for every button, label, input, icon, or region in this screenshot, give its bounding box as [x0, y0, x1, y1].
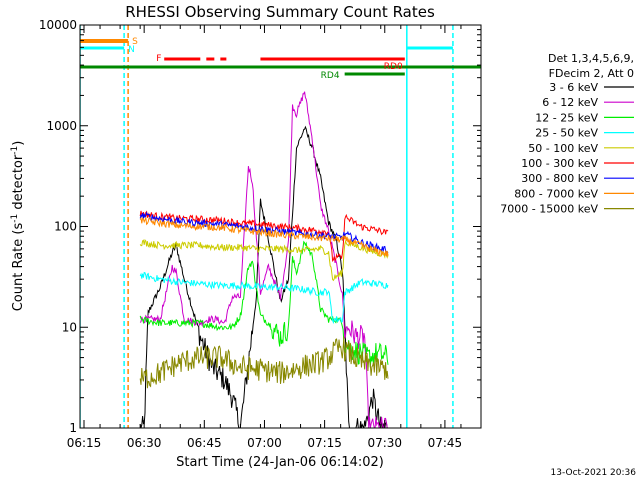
y-axis-label: Count Rate (s-1 detector-1): [10, 141, 26, 312]
y-axis-label-sup: -1: [10, 214, 20, 223]
y-tick-label: 1000: [46, 119, 77, 133]
y-tick-label: 1: [69, 421, 77, 435]
x-tick-label: 06:45: [187, 436, 222, 450]
legend-label: 300 - 800 keV: [521, 172, 598, 185]
series-line: [139, 271, 389, 325]
y-axis-label-main: Count Rate (s: [11, 223, 26, 312]
legend-label: 50 - 100 keV: [528, 142, 598, 155]
series-line: [139, 336, 389, 389]
footer-timestamp: 13-Oct-2021 20:36: [551, 468, 637, 478]
flag-bars: [80, 39, 481, 76]
x-tick-label: 07:15: [307, 436, 342, 450]
series-line: [139, 91, 389, 428]
series-line: [139, 238, 389, 282]
y-tick-label: 10000: [39, 18, 77, 32]
legend-label: 6 - 12 keV: [542, 96, 598, 109]
y-tick-label: 100: [54, 220, 77, 234]
legend-header-line-2: FDecim 2, Att 0: [549, 67, 634, 80]
y-axis-label-sup2: -1: [10, 146, 20, 155]
x-tick-label: 06:30: [127, 436, 162, 450]
chart-title: RHESSI Observing Summary Count Rates: [125, 3, 435, 21]
legend-label: 12 - 25 keV: [535, 111, 598, 124]
flag-label-rd0: RD0: [384, 62, 403, 72]
flag-label-n: N: [128, 45, 135, 55]
x-tick-label: 07:00: [247, 436, 282, 450]
y-axis-label-tail: detector: [11, 154, 26, 214]
x-tick-label: 07:30: [367, 436, 402, 450]
legend-label: 100 - 300 keV: [521, 157, 598, 170]
series-line: [139, 125, 388, 428]
legend-label: 800 - 7000 keV: [514, 187, 598, 200]
flag-labels: SN F RD0 RD4: [128, 37, 403, 81]
reference-lines: [80, 25, 454, 428]
legend-header-line-1: Det 1,3,4,5,6,9,: [548, 52, 634, 65]
series-lines: [139, 91, 389, 428]
series-line: [139, 216, 389, 257]
flag-label-f: F: [156, 54, 161, 64]
y-axis-label-close: ): [11, 141, 26, 146]
axis-ticks: 06:15 06:30 06:45 07:00 07:15 07:30 07:45 1 10 10…: [39, 18, 482, 450]
legend-label: 7000 - 15000 keV: [500, 203, 598, 216]
flag-label-rd4: RD4: [321, 71, 340, 81]
series-line: [139, 210, 389, 263]
x-tick-label: 07:45: [428, 436, 463, 450]
legend: 3 - 6 keV 6 - 12 keV 12 - 25 keV 25 - 50 ke…: [500, 81, 634, 216]
x-tick-label: 06:15: [67, 436, 102, 450]
legend-label: 3 - 6 keV: [549, 81, 598, 94]
legend-label: 25 - 50 keV: [535, 127, 598, 140]
flag-label-s: S: [132, 37, 138, 47]
x-axis-label: Start Time (24-Jan-06 06:14:02): [176, 455, 384, 470]
y-tick-label: 10: [62, 320, 77, 334]
